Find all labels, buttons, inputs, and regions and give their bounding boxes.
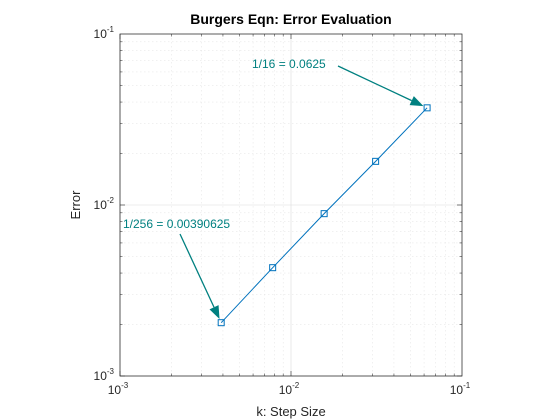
annotation-arrow-line xyxy=(179,233,215,308)
annotation-label: 1/256 = 0.00390625 xyxy=(123,217,230,231)
annotation-arrow-line xyxy=(337,65,412,102)
data-point-marker xyxy=(320,210,328,218)
y-tick-label-exponent: -2 xyxy=(107,196,115,205)
annotation-label: 1/16 = 0.0625 xyxy=(252,57,326,71)
minor-grid xyxy=(120,34,462,376)
chart-title: Burgers Eqn: Error Evaluation xyxy=(190,11,391,27)
y-tick-label-exponent: -3 xyxy=(107,367,115,376)
x-tick-label-base: 10 xyxy=(450,383,464,397)
annotation-arrow-head xyxy=(409,96,424,107)
x-tick-label: 10-2 xyxy=(279,381,300,397)
tick-marks xyxy=(119,34,462,377)
tick-labels: 10-3 10-2 10-110-310-210-1 xyxy=(94,25,471,397)
annotation-layer: 1/16 = 0.0625 1/256 = 0.00390625 xyxy=(123,57,424,320)
x-tick-label-exponent: -3 xyxy=(121,381,129,390)
x-tick-label: 10-3 xyxy=(108,381,129,397)
x-axis-label: k: Step Size xyxy=(256,404,325,419)
series-layer xyxy=(217,104,431,327)
data-point-marker xyxy=(372,157,380,165)
x-tick-label-exponent: -1 xyxy=(463,381,471,390)
y-axis-label: Error xyxy=(68,190,83,220)
annotation-arrow-head xyxy=(209,305,220,320)
y-tick-label: 10-2 xyxy=(94,196,115,212)
x-tick-label: 10-1 xyxy=(450,381,471,397)
series-line xyxy=(220,107,428,324)
data-point-marker xyxy=(217,319,225,327)
data-point-marker xyxy=(269,264,277,272)
data-point-marker xyxy=(423,104,431,112)
y-tick-label-base: 10 xyxy=(94,27,108,41)
y-tick-label-exponent: -1 xyxy=(107,25,115,34)
y-tick-label-base: 10 xyxy=(94,369,108,383)
x-tick-label-base: 10 xyxy=(279,383,293,397)
x-tick-label-base: 10 xyxy=(108,383,122,397)
y-tick-label: 10-1 xyxy=(94,25,115,41)
x-tick-label-exponent: -2 xyxy=(292,381,300,390)
y-tick-label-base: 10 xyxy=(94,198,108,212)
y-tick-label: 10-3 xyxy=(94,367,115,383)
